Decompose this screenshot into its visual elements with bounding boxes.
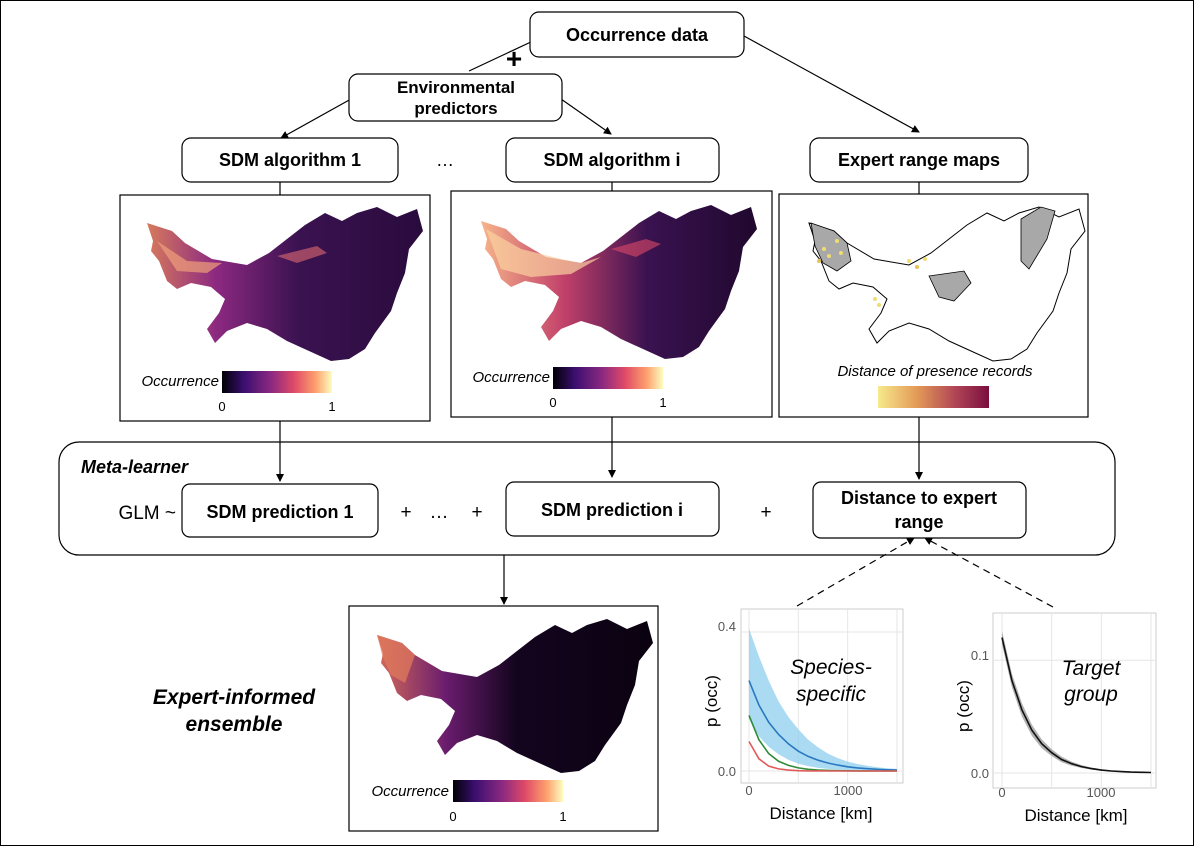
legend-title-map-1: Occurrence <box>141 373 219 390</box>
env-label-line2: predictors <box>414 99 497 118</box>
chart2-confidence-band <box>1002 630 1151 773</box>
chart2-xlabel: Distance [km] <box>1025 806 1128 825</box>
legend-title-expert: Distance of presence records <box>837 363 1033 380</box>
predi-label: SDM prediction i <box>541 500 683 520</box>
chart1-title-line1: Species- <box>790 656 872 679</box>
tick-min-map-i: 0 <box>549 395 556 410</box>
ensemble-map <box>377 619 653 773</box>
sdm-alg-i-label: SDM algorithm i <box>543 150 680 170</box>
sdm-alg-1-label: SDM algorithm 1 <box>219 150 361 170</box>
occurrence-label: Occurrence data <box>566 25 709 45</box>
chart2-ytick-top: 0.1 <box>971 648 989 663</box>
dashed-arrow-target <box>924 537 1054 608</box>
chart2-xtick-1000: 1000 <box>1087 785 1116 800</box>
chart1-xtick-0: 0 <box>745 783 752 798</box>
chart1-title-line2: specific <box>796 683 867 706</box>
colorbar-ensemble <box>453 780 563 802</box>
node-sdm-prediction-1: SDM prediction 1 <box>181 483 379 538</box>
chart2-title-line2: group <box>1064 683 1118 706</box>
chart1-xlabel: Distance [km] <box>770 804 873 823</box>
meta-plus-2: + <box>471 502 482 523</box>
chart2-ci-0 <box>1002 630 1151 773</box>
chart1-line-0 <box>748 680 898 771</box>
plus-sign: + <box>506 43 522 74</box>
distance-label-line2: range <box>894 512 943 532</box>
meta-learner-title: Meta-learner <box>81 457 189 477</box>
colorbar-map-i <box>553 367 663 389</box>
ensemble-label-line2: ensemble <box>186 713 283 736</box>
chart1-ytick-bottom: 0.0 <box>718 764 736 779</box>
chart2-series <box>1001 637 1152 774</box>
chart-species-specific: Species- specific 0.4 0.0 0 1000 Distanc… <box>702 608 904 823</box>
map-panel-ensemble: Occurrence 0 1 <box>348 605 659 832</box>
chart2-title-line1: Target <box>1062 657 1122 680</box>
connector-occurrence-to-env <box>468 40 534 72</box>
chart2-xtick-0: 0 <box>998 785 1005 800</box>
legend-title-map-i: Occurrence <box>472 369 550 386</box>
meta-ellipsis: … <box>430 502 449 523</box>
occurrence-map-i <box>481 205 757 359</box>
occurrence-map-1 <box>147 207 423 361</box>
node-distance-to-expert-range: Distance to expert range <box>812 481 1027 539</box>
node-sdm-algorithm-1: SDM algorithm 1 <box>181 137 399 183</box>
map-panel-expert: Distance of presence records <box>778 193 1089 418</box>
connector-env-to-alg1 <box>280 98 352 139</box>
map-panel-sdm-1: Occurrence 0 1 <box>119 194 431 422</box>
chart-target-group: Target group 0.1 0.0 0 1000 Distance [km… <box>954 612 1157 825</box>
tick-max-map-i: 1 <box>659 395 666 410</box>
node-expert-range-maps: Expert range maps <box>809 137 1029 183</box>
colorbar-map-1 <box>222 371 332 393</box>
chart1-ytick-top: 0.4 <box>718 619 736 634</box>
node-sdm-algorithm-i: SDM algorithm i <box>505 137 720 183</box>
algorithm-ellipsis: … <box>436 150 454 170</box>
tick-max-ensemble: 1 <box>559 809 566 824</box>
chart1-ylabel: p (occ) <box>702 675 721 727</box>
node-environmental-predictors: Environmental predictors <box>348 73 563 122</box>
colorbar-expert <box>878 386 989 408</box>
chart1-xtick-1000: 1000 <box>834 783 863 798</box>
connector-env-to-algi <box>560 98 612 135</box>
env-label-line1: Environmental <box>397 78 515 97</box>
meta-plus-3: + <box>760 502 771 523</box>
chart2-line-0 <box>1001 637 1152 774</box>
pred1-label: SDM prediction 1 <box>206 502 353 522</box>
legend-title-ensemble: Occurrence <box>371 783 449 800</box>
distance-label-line1: Distance to expert <box>841 488 997 508</box>
tick-min-ensemble: 0 <box>449 809 456 824</box>
tick-min-map-1: 0 <box>218 399 225 414</box>
node-sdm-prediction-i: SDM prediction i <box>505 481 720 537</box>
chart1-line-2 <box>748 741 897 772</box>
ensemble-label-line1: Expert-informed <box>153 686 316 709</box>
chart1-ci-0 <box>749 628 897 771</box>
meta-learner-box: Meta-learner GLM ~ SDM prediction 1 + … … <box>58 441 1116 556</box>
glm-label: GLM ~ <box>118 503 176 524</box>
expert-range-map <box>808 206 1086 362</box>
meta-plus-1: + <box>400 502 411 523</box>
dashed-arrow-species <box>796 537 915 607</box>
chart2-ytick-bottom: 0.0 <box>971 766 989 781</box>
expert-maps-label: Expert range maps <box>838 150 1000 170</box>
node-occurrence-data: Occurrence data <box>529 11 745 58</box>
chart2-ylabel: p (occ) <box>954 680 973 732</box>
map-panel-sdm-i: Occurrence 0 1 <box>450 190 773 418</box>
chart1-confidence-band <box>749 628 897 771</box>
connector-occurrence-to-expert <box>743 35 920 133</box>
tick-max-map-1: 1 <box>328 399 335 414</box>
chart1-series <box>748 680 898 772</box>
